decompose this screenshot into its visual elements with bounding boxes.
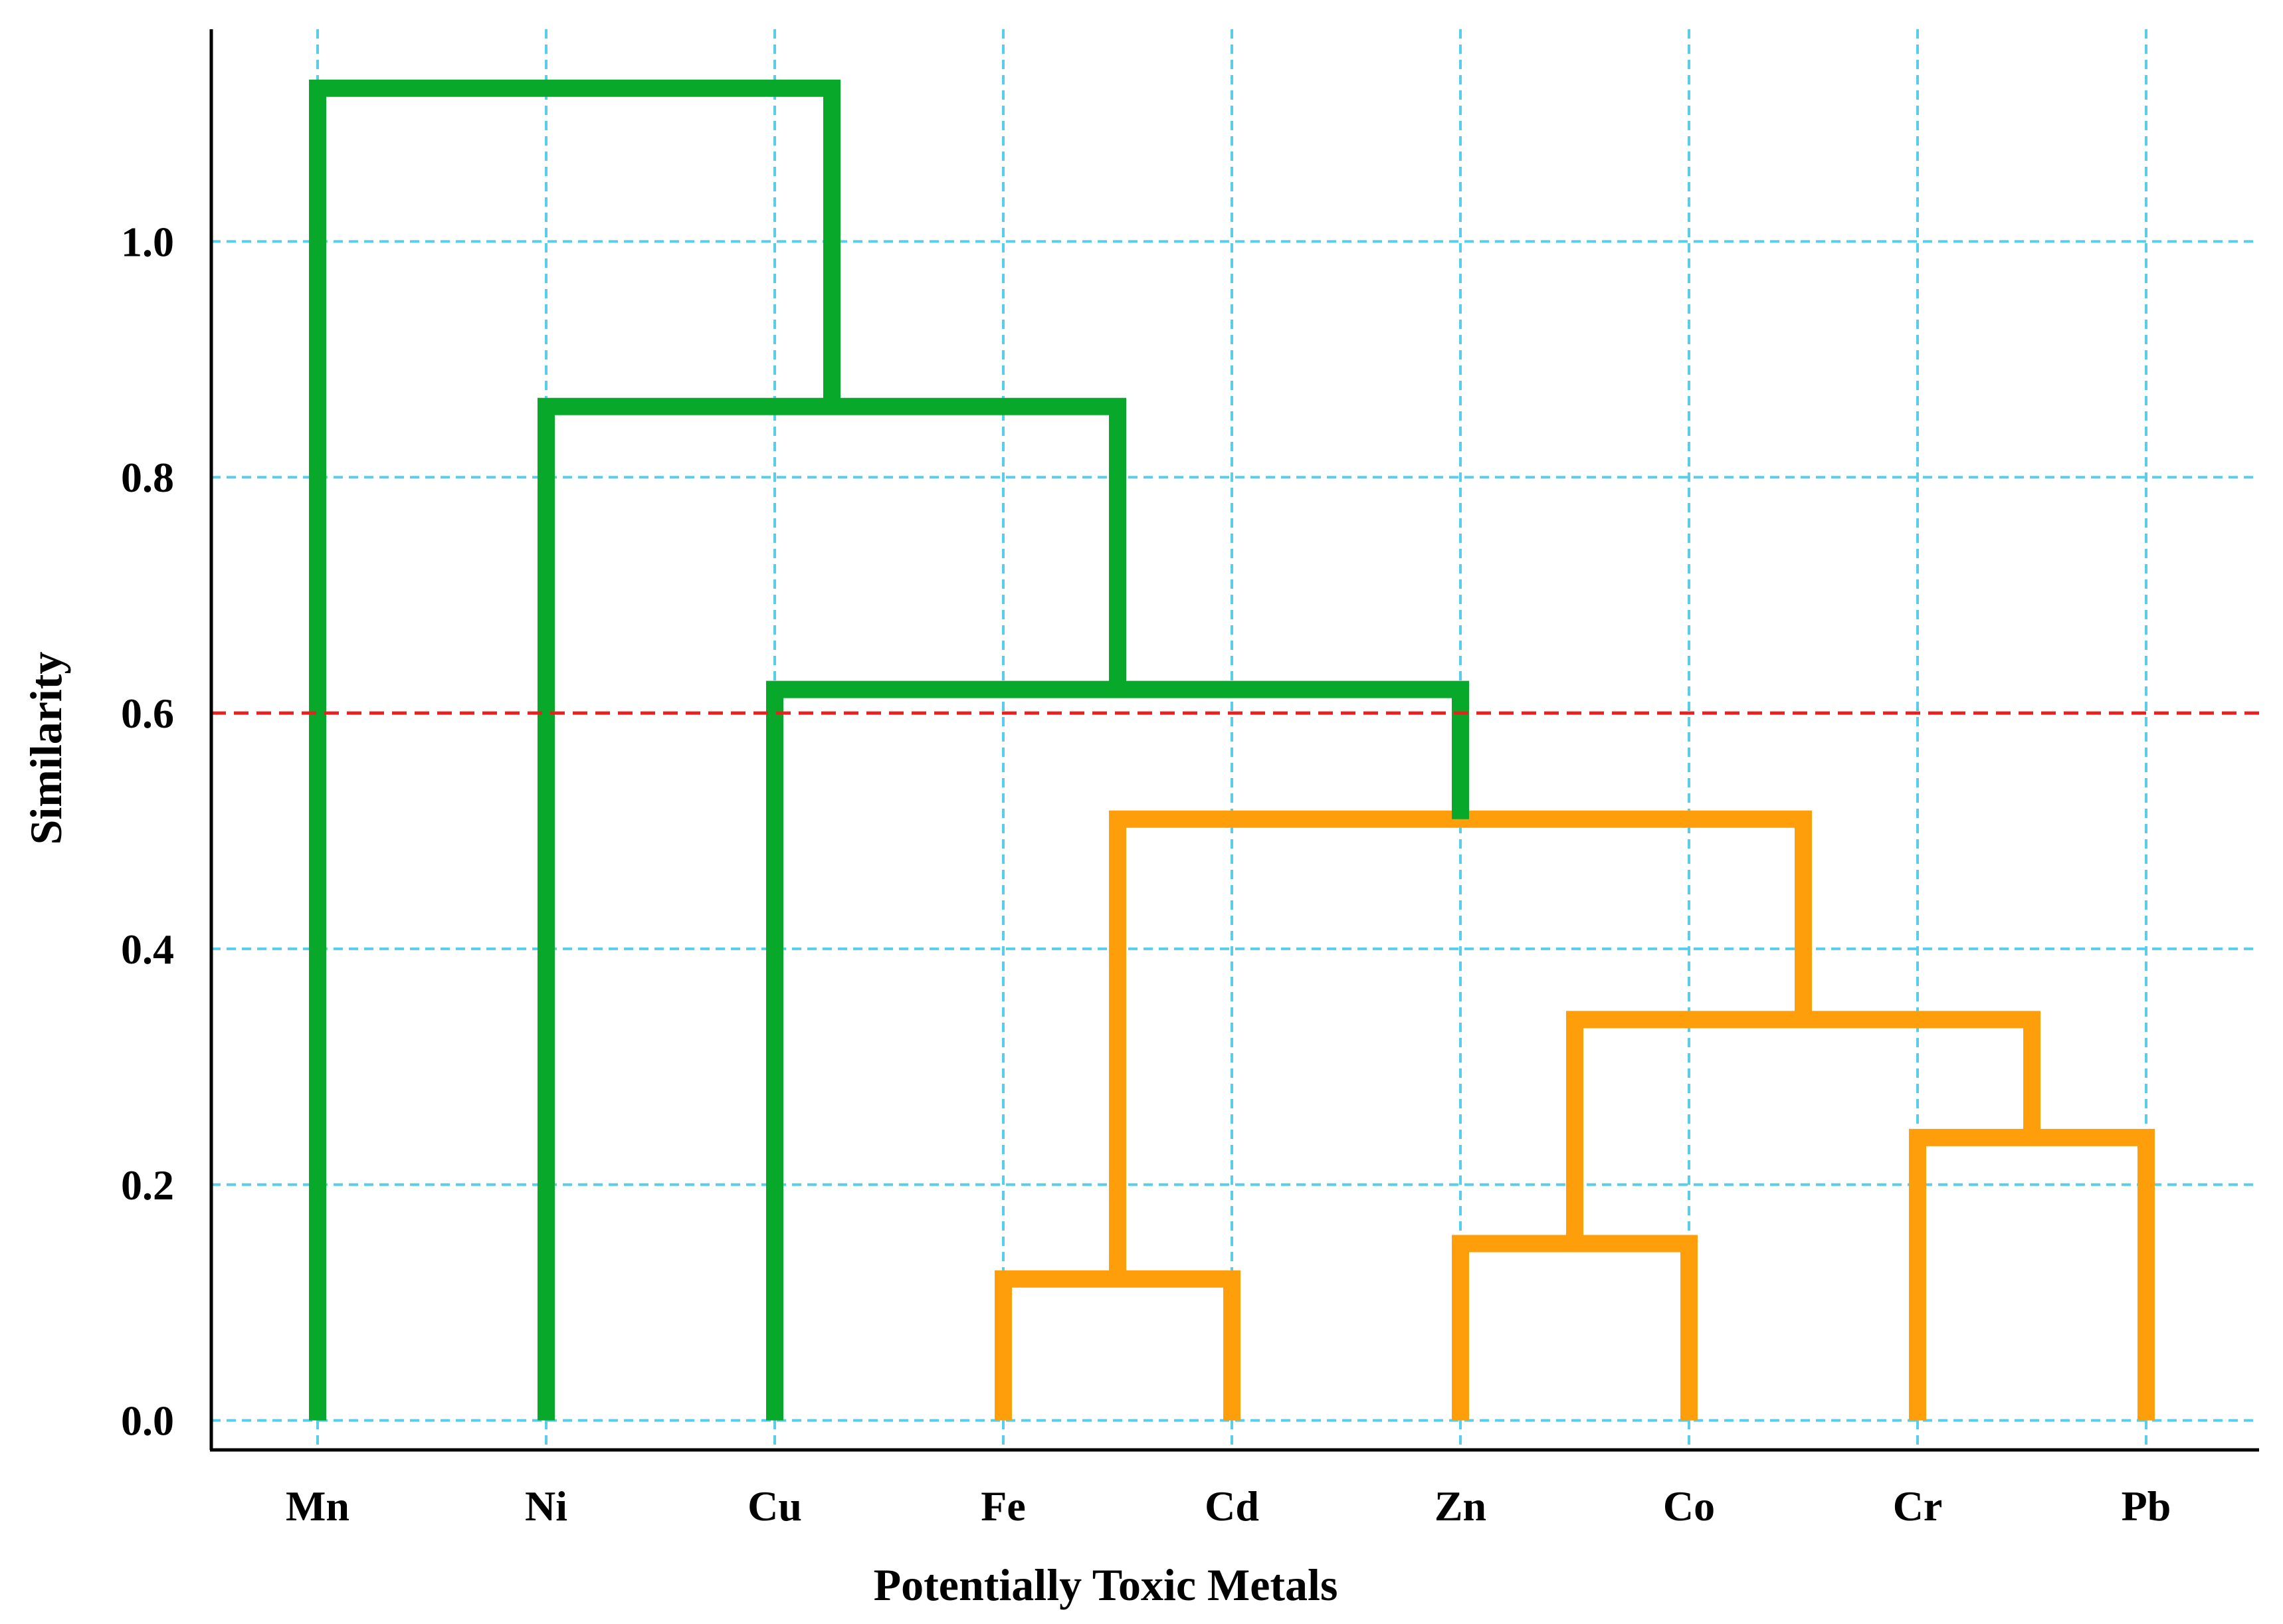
y-tick-labels: 0.0 0.2 0.4 0.6 0.8 1.0 <box>121 218 174 1444</box>
y-axis-title: Similarity <box>21 652 71 845</box>
dendrogram-links <box>309 79 2155 1421</box>
x-tick-label-cd: Cd <box>1205 1482 1259 1530</box>
dendrogram-link-fe--cd <box>995 1270 1241 1421</box>
y-tick-label: 0.8 <box>121 454 174 501</box>
x-tick-label-mn: Mn <box>286 1482 349 1530</box>
x-tick-label-cu: Cu <box>747 1482 802 1530</box>
dendrogram-link-mn--ni-cu-fe-cd-zn-co-cr-pb <box>309 79 841 1421</box>
x-tick-label-zn: Zn <box>1435 1482 1486 1530</box>
dendrogram-link-cr--pb <box>1909 1128 2155 1421</box>
y-tick-label: 1.0 <box>121 218 174 265</box>
x-tick-label-fe: Fe <box>981 1482 1026 1530</box>
x-tick-label-co: Co <box>1663 1482 1715 1530</box>
dendrogram-link-zn--co <box>1452 1235 1698 1421</box>
y-tick-label: 0.4 <box>121 926 174 973</box>
dendrogram-link-ni--cu-fe-cd-zn-co-cr-pb <box>538 397 1126 1421</box>
y-tick-label: 0.6 <box>121 690 174 737</box>
y-tick-label: 0.2 <box>121 1162 174 1209</box>
x-tick-label-cr: Cr <box>1893 1482 1943 1530</box>
x-tick-label-ni: Ni <box>525 1482 567 1530</box>
x-tick-labels: Mn Ni Cu Fe Cd Zn Co Cr Pb <box>286 1482 2171 1530</box>
x-axis-title: Potentially Toxic Metals <box>874 1560 1338 1610</box>
grid-lines <box>211 29 2259 1450</box>
x-tick-label-pb: Pb <box>2122 1482 2171 1530</box>
y-tick-label: 0.0 <box>121 1397 174 1445</box>
axes <box>209 29 2259 1452</box>
